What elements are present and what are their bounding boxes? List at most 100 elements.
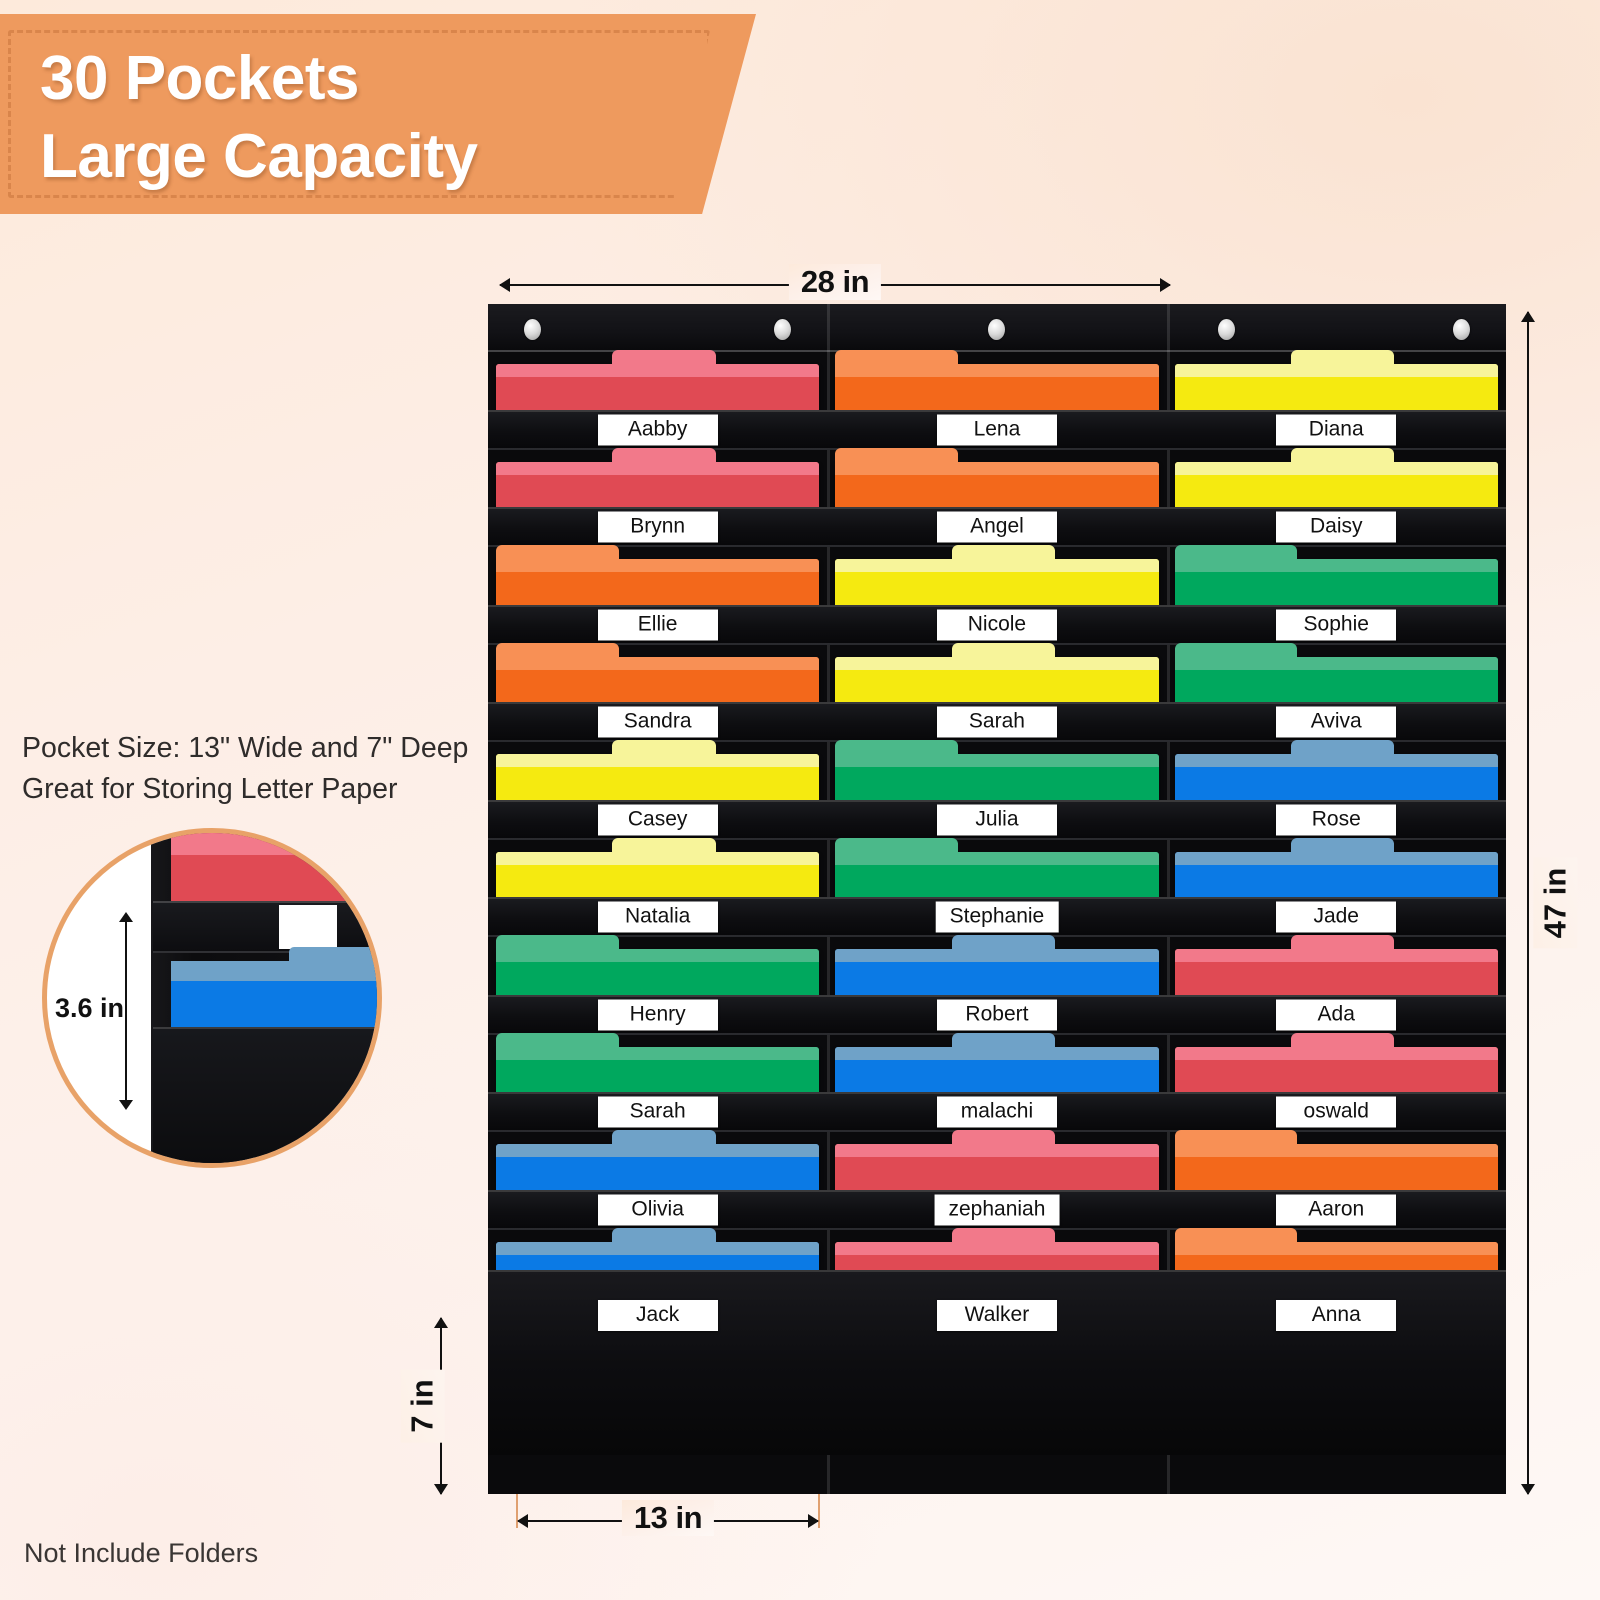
- pocket-size-line-1: Pocket Size: 13" Wide and 7" Deep: [22, 732, 469, 764]
- pocket-front-panel[interactable]: Stephanie: [827, 897, 1167, 937]
- name-label[interactable]: Aaron: [1276, 1194, 1397, 1225]
- pocket-cell[interactable]: Robert: [827, 935, 1167, 1035]
- name-label[interactable]: Jade: [1276, 901, 1397, 933]
- name-label[interactable]: Robert: [936, 999, 1057, 1030]
- pocket-front-panel[interactable]: Walker: [827, 1269, 1167, 1455]
- pocket-front-panel[interactable]: Diana: [1166, 409, 1506, 450]
- name-label[interactable]: Sarah: [936, 706, 1057, 738]
- pocket-front-panel[interactable]: Sarah: [488, 1092, 828, 1132]
- name-label[interactable]: Daisy: [1276, 511, 1397, 543]
- pocket-front-panel[interactable]: Natalia: [488, 897, 828, 937]
- pocket-chart: Aabby Brynn Ellie Sandra Casey Natalia Henry Sa…: [488, 304, 1506, 1494]
- name-label[interactable]: Walker: [936, 1299, 1057, 1331]
- name-label[interactable]: Julia: [936, 804, 1057, 835]
- pocket-front-panel[interactable]: Olivia: [488, 1189, 828, 1230]
- name-label[interactable]: oswald: [1276, 1096, 1397, 1128]
- pocket-cell[interactable]: Aviva: [1166, 642, 1506, 742]
- name-label[interactable]: Henry: [597, 999, 718, 1030]
- pocket-cell[interactable]: Stephanie: [827, 837, 1167, 937]
- folder-tab: [496, 1032, 619, 1053]
- pocket-front-panel[interactable]: Aabby: [488, 409, 828, 450]
- pocket-cell[interactable]: Ellie: [488, 545, 828, 645]
- pocket-cell[interactable]: Julia: [827, 740, 1167, 840]
- pocket-cell[interactable]: Casey: [488, 740, 828, 840]
- pocket-cell[interactable]: Olivia: [488, 1130, 828, 1230]
- pocket-cell[interactable]: Henry: [488, 935, 828, 1035]
- pocket-front-panel[interactable]: Henry: [488, 994, 828, 1035]
- pocket-cell[interactable]: Sophie: [1166, 545, 1506, 645]
- name-label[interactable]: Lena: [936, 414, 1057, 445]
- pocket-front-panel[interactable]: Julia: [827, 799, 1167, 840]
- pocket-front-panel[interactable]: Ada: [1166, 994, 1506, 1035]
- pocket-cell[interactable]: Brynn: [488, 447, 828, 547]
- name-label[interactable]: Brynn: [597, 511, 718, 543]
- name-label[interactable]: zephaniah: [934, 1194, 1060, 1225]
- pocket-front-panel[interactable]: Aviva: [1166, 702, 1506, 742]
- name-label[interactable]: Sophie: [1276, 609, 1397, 640]
- pocket-front-panel[interactable]: Lena: [827, 409, 1167, 450]
- name-label[interactable]: Natalia: [597, 901, 718, 933]
- pocket-front-panel[interactable]: zephaniah: [827, 1189, 1167, 1230]
- pocket-front-panel[interactable]: Sarah: [827, 702, 1167, 742]
- pocket-front-panel[interactable]: Anna: [1166, 1269, 1506, 1455]
- pocket-cell[interactable]: Aabby: [488, 350, 828, 450]
- name-label[interactable]: Angel: [936, 511, 1057, 543]
- pocket-size-caption: Pocket Size: 13" Wide and 7" Deep Great …: [22, 728, 492, 811]
- name-label[interactable]: Sandra: [597, 706, 718, 738]
- pocket-front-panel[interactable]: Jade: [1166, 897, 1506, 937]
- name-label[interactable]: Aabby: [597, 414, 718, 445]
- pocket-cell[interactable]: Rose: [1166, 740, 1506, 840]
- pocket-cell[interactable]: Anna: [1166, 1227, 1506, 1455]
- folder-sheen: [835, 949, 1159, 962]
- name-label[interactable]: Casey: [597, 804, 718, 835]
- pocket-cell[interactable]: Diana: [1166, 350, 1506, 450]
- pocket-front-panel[interactable]: Rose: [1166, 799, 1506, 840]
- pocket-cell[interactable]: Lena: [827, 350, 1167, 450]
- pocket-cell[interactable]: Daisy: [1166, 447, 1506, 547]
- pocket-cell[interactable]: Ada: [1166, 935, 1506, 1035]
- pocket-front-panel[interactable]: Sandra: [488, 702, 828, 742]
- name-label[interactable]: Ada: [1276, 999, 1397, 1030]
- pocket-cell[interactable]: Sarah: [827, 642, 1167, 742]
- magnifier-circle: 3.6 in: [42, 828, 382, 1168]
- pocket-front-panel[interactable]: Robert: [827, 994, 1167, 1035]
- pocket-front-panel[interactable]: Aaron: [1166, 1189, 1506, 1230]
- name-label[interactable]: Sarah: [597, 1096, 718, 1128]
- detail-name-label: [279, 905, 337, 949]
- pocket-cell[interactable]: Angel: [827, 447, 1167, 547]
- name-label[interactable]: Rose: [1276, 804, 1397, 835]
- pocket-front-panel[interactable]: Angel: [827, 507, 1167, 547]
- name-label[interactable]: Aviva: [1276, 706, 1397, 738]
- name-label[interactable]: malachi: [936, 1096, 1057, 1128]
- pocket-front-panel[interactable]: Nicole: [827, 604, 1167, 645]
- pocket-cell[interactable]: Nicole: [827, 545, 1167, 645]
- name-label[interactable]: Jack: [597, 1299, 718, 1331]
- name-label[interactable]: Olivia: [597, 1194, 718, 1225]
- pocket-cell[interactable]: zephaniah: [827, 1130, 1167, 1230]
- pocket-cell[interactable]: Sandra: [488, 642, 828, 742]
- pocket-front-panel[interactable]: Ellie: [488, 604, 828, 645]
- pocket-front-panel[interactable]: Brynn: [488, 507, 828, 547]
- name-label[interactable]: Anna: [1276, 1299, 1397, 1331]
- pocket-front-panel[interactable]: Casey: [488, 799, 828, 840]
- banner-text: 30 Pockets Large Capacity: [40, 40, 478, 195]
- folder-tab: [1174, 545, 1298, 565]
- pocket-front-panel[interactable]: Sophie: [1166, 604, 1506, 645]
- pocket-cell[interactable]: Jack: [488, 1227, 828, 1455]
- pocket-cell[interactable]: Walker: [827, 1227, 1167, 1455]
- pocket-cell[interactable]: Aaron: [1166, 1130, 1506, 1230]
- grommet-icon: [774, 319, 791, 340]
- name-label[interactable]: Stephanie: [935, 901, 1059, 933]
- pocket-cell[interactable]: malachi: [827, 1032, 1167, 1132]
- pocket-front-panel[interactable]: Jack: [488, 1269, 828, 1455]
- pocket-cell[interactable]: oswald: [1166, 1032, 1506, 1132]
- pocket-cell[interactable]: Jade: [1166, 837, 1506, 937]
- name-label[interactable]: Diana: [1276, 414, 1397, 445]
- pocket-cell[interactable]: Sarah: [488, 1032, 828, 1132]
- name-label[interactable]: Ellie: [597, 609, 718, 640]
- pocket-cell[interactable]: Natalia: [488, 837, 828, 937]
- pocket-front-panel[interactable]: oswald: [1166, 1092, 1506, 1132]
- pocket-front-panel[interactable]: malachi: [827, 1092, 1167, 1132]
- name-label[interactable]: Nicole: [936, 609, 1057, 640]
- pocket-front-panel[interactable]: Daisy: [1166, 507, 1506, 547]
